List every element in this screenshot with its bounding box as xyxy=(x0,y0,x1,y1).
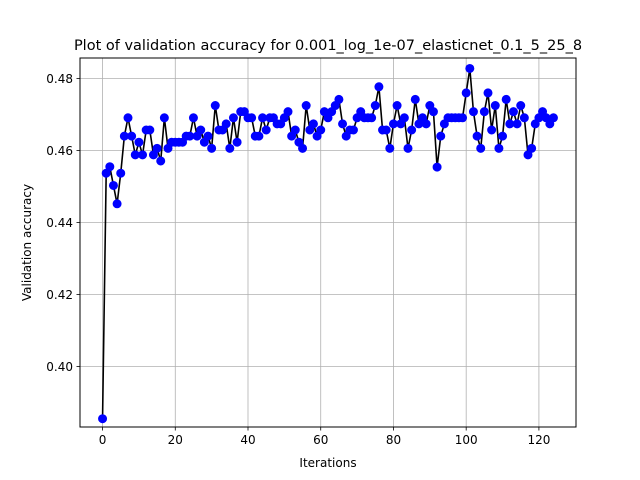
y-tick-label: 0.48 xyxy=(46,72,73,86)
chart-title: Plot of validation accuracy for 0.001_lo… xyxy=(74,38,582,54)
data-point xyxy=(428,107,438,117)
x-tick-label: 80 xyxy=(386,433,401,447)
data-point xyxy=(108,180,118,190)
data-point xyxy=(436,131,446,141)
data-point xyxy=(261,125,271,135)
data-point xyxy=(367,113,377,123)
data-point xyxy=(508,107,518,117)
data-point xyxy=(465,63,475,73)
data-point xyxy=(112,199,122,209)
y-tick-label: 0.40 xyxy=(46,360,73,374)
data-point xyxy=(283,107,293,117)
series-layer xyxy=(98,63,558,424)
y-tick-label: 0.44 xyxy=(46,216,73,230)
data-point xyxy=(370,101,380,111)
data-point xyxy=(221,119,231,129)
data-point xyxy=(458,113,468,123)
data-point xyxy=(403,143,413,153)
data-point xyxy=(399,113,409,123)
x-axis-label: Iterations xyxy=(299,456,356,470)
plot-frame xyxy=(79,57,577,428)
data-point xyxy=(159,113,169,123)
data-point xyxy=(381,125,391,135)
data-point xyxy=(134,137,144,147)
data-point xyxy=(152,143,162,153)
y-axis-label: Validation accuracy xyxy=(20,184,34,301)
data-point xyxy=(483,88,493,98)
x-tick-label: 120 xyxy=(527,433,550,447)
data-point xyxy=(512,119,522,129)
data-point xyxy=(421,119,431,129)
data-point xyxy=(203,131,213,141)
data-point xyxy=(527,143,537,153)
data-point xyxy=(254,131,264,141)
data-point xyxy=(138,150,148,160)
data-point xyxy=(476,143,486,153)
data-point xyxy=(116,168,126,178)
y-tick-label: 0.46 xyxy=(46,144,73,158)
ticks: 0 20 40 60 80 100 120 0.40 0.42 0.44 0.46 0.48 xyxy=(46,72,550,447)
data-point xyxy=(188,113,198,123)
data-point xyxy=(228,113,238,123)
data-point xyxy=(348,125,358,135)
x-tick-label: 40 xyxy=(240,433,255,447)
data-point xyxy=(145,125,155,135)
data-point xyxy=(392,101,402,111)
data-point xyxy=(298,143,308,153)
data-point xyxy=(334,94,344,104)
y-tick-label: 0.42 xyxy=(46,288,73,302)
data-point xyxy=(410,94,420,104)
data-point xyxy=(123,113,133,123)
data-point xyxy=(548,113,558,123)
data-point xyxy=(290,125,300,135)
data-point xyxy=(156,156,166,166)
x-tick-label: 100 xyxy=(455,433,478,447)
data-point xyxy=(519,113,529,123)
data-point xyxy=(247,113,257,123)
data-point xyxy=(487,125,497,135)
x-tick-label: 0 xyxy=(99,433,107,447)
data-point xyxy=(196,125,206,135)
x-tick-label: 60 xyxy=(313,433,328,447)
data-point xyxy=(494,143,504,153)
data-point xyxy=(316,125,326,135)
data-point xyxy=(308,119,318,129)
data-point xyxy=(210,101,220,111)
data-point xyxy=(516,101,526,111)
data-point xyxy=(407,125,417,135)
data-point xyxy=(232,137,242,147)
data-point xyxy=(501,94,511,104)
data-point xyxy=(490,101,500,111)
data-point xyxy=(374,82,384,92)
data-point xyxy=(105,162,115,172)
data-point xyxy=(472,131,482,141)
data-point xyxy=(432,162,442,172)
data-point xyxy=(301,101,311,111)
data-point xyxy=(207,143,217,153)
x-tick-label: 20 xyxy=(168,433,183,447)
data-point xyxy=(498,131,508,141)
data-point xyxy=(385,143,395,153)
data-point xyxy=(338,119,348,129)
data-point xyxy=(468,107,478,117)
data-point xyxy=(479,107,489,117)
data-point xyxy=(98,414,108,424)
data-point xyxy=(461,88,471,98)
data-point xyxy=(225,143,235,153)
data-point xyxy=(127,131,137,141)
